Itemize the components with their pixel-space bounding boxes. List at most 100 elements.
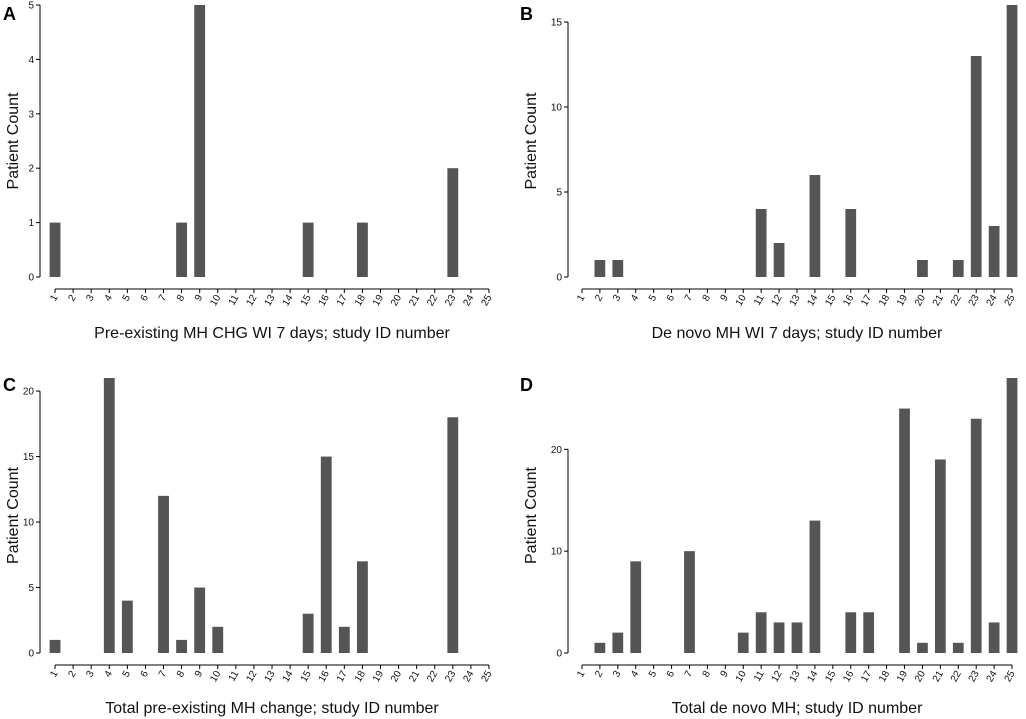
bar-25 — [1006, 378, 1018, 653]
x-tick-label: 6 — [139, 293, 152, 304]
x-tick-label: 4 — [103, 669, 116, 680]
y-tick-label: 0 — [28, 649, 34, 660]
x-tick-label: 1 — [575, 669, 588, 680]
y-tick-label: 20 — [551, 445, 563, 456]
bar-10 — [212, 626, 224, 653]
bar-22 — [952, 642, 964, 653]
x-tick-label: 1 — [48, 669, 61, 680]
x-tick-label: 2 — [593, 669, 606, 680]
x-tick-label: 1 — [48, 293, 61, 304]
x-tick-label: 15 — [823, 293, 838, 309]
x-tick-label: 17 — [335, 669, 350, 685]
x-tick-label: 10 — [734, 669, 749, 685]
bar-10 — [737, 632, 749, 653]
x-tick-label: 24 — [985, 669, 1000, 685]
x-tick-label: 24 — [461, 669, 476, 685]
x-tick-label: 9 — [719, 669, 732, 680]
x-tick-label: 4 — [629, 669, 642, 680]
bar-12 — [773, 243, 785, 277]
bar-4 — [630, 561, 642, 653]
x-tick-label: 22 — [425, 293, 440, 309]
y-axis-title: Patient Count — [523, 92, 540, 190]
bar-23 — [970, 418, 982, 653]
x-tick-label: 8 — [175, 669, 188, 680]
x-tick-label: 25 — [479, 669, 494, 685]
x-tick-label: 4 — [629, 293, 642, 304]
x-tick-label: 11 — [227, 669, 242, 684]
x-tick-label: 16 — [841, 293, 856, 309]
x-tick-label: 23 — [443, 293, 458, 309]
y-tick-label: 10 — [551, 547, 563, 558]
x-tick-label: 10 — [208, 293, 223, 309]
x-tick-label: 12 — [244, 669, 259, 685]
bar-9 — [194, 587, 206, 653]
y-tick-label: 1 — [28, 218, 34, 229]
y-tick-label: 4 — [28, 55, 34, 66]
x-tick-label: 19 — [371, 669, 386, 685]
x-tick-label: 16 — [317, 669, 332, 685]
y-axis-title: Patient Count — [5, 466, 22, 564]
panel-letter: D — [520, 375, 533, 395]
x-tick-label: 24 — [461, 293, 476, 309]
x-tick-label: 14 — [805, 669, 820, 685]
x-tick-label: 25 — [1003, 669, 1018, 685]
x-tick-label: 14 — [281, 293, 296, 309]
bar-4 — [103, 378, 115, 653]
bar-11 — [755, 209, 767, 277]
bar-17 — [338, 626, 350, 653]
x-tick-label: 6 — [665, 669, 678, 680]
x-tick-label: 15 — [299, 293, 314, 309]
bar-2 — [594, 260, 606, 277]
x-tick-label: 5 — [121, 293, 134, 304]
x-tick-label: 20 — [913, 293, 928, 309]
x-tick-label: 18 — [353, 669, 368, 685]
panel-letter: A — [3, 4, 16, 24]
bar-11 — [755, 612, 767, 653]
bar-9 — [194, 5, 206, 277]
x-tick-label: 6 — [665, 293, 678, 304]
x-tick-label: 16 — [317, 293, 332, 309]
x-tick-label: 17 — [335, 293, 350, 309]
x-tick-label: 2 — [593, 293, 606, 304]
x-tick-label: 20 — [913, 669, 928, 685]
panel-letter: B — [520, 4, 533, 24]
x-tick-label: 15 — [823, 669, 838, 685]
x-tick-label: 15 — [299, 669, 314, 685]
x-tick-label: 10 — [734, 293, 749, 309]
x-tick-label: 13 — [263, 669, 278, 685]
bar-1 — [49, 222, 61, 277]
bar-3 — [612, 260, 624, 277]
x-tick-label: 7 — [157, 669, 170, 680]
x-tick-label: 18 — [877, 293, 892, 309]
x-tick-label: 21 — [931, 669, 946, 685]
x-tick-label: 20 — [389, 669, 404, 685]
x-tick-label: 21 — [407, 293, 422, 309]
bar-7 — [684, 551, 695, 653]
x-tick-label: 13 — [263, 293, 278, 309]
y-tick-label: 0 — [556, 273, 562, 284]
x-tick-label: 7 — [157, 293, 170, 304]
bar-14 — [809, 175, 821, 277]
bar-13 — [791, 622, 803, 653]
x-tick-label: 10 — [208, 669, 223, 685]
bar-20 — [917, 642, 928, 653]
x-tick-label: 16 — [841, 669, 856, 685]
bar-8 — [176, 222, 188, 277]
x-tick-label: 8 — [175, 293, 188, 304]
x-tick-label: 4 — [103, 293, 116, 304]
x-tick-label: 12 — [770, 293, 785, 309]
x-tick-label: 14 — [281, 669, 296, 685]
y-tick-label: 2 — [28, 164, 34, 175]
x-tick-label: 13 — [788, 669, 803, 685]
panel-letter: C — [3, 375, 16, 395]
y-axis-title: Patient Count — [523, 466, 540, 564]
bar-24 — [988, 226, 1000, 277]
x-tick-label: 18 — [353, 293, 368, 309]
bar-7 — [158, 495, 169, 653]
bar-16 — [320, 456, 332, 653]
x-tick-label: 19 — [371, 293, 386, 309]
x-tick-label: 18 — [877, 669, 892, 685]
